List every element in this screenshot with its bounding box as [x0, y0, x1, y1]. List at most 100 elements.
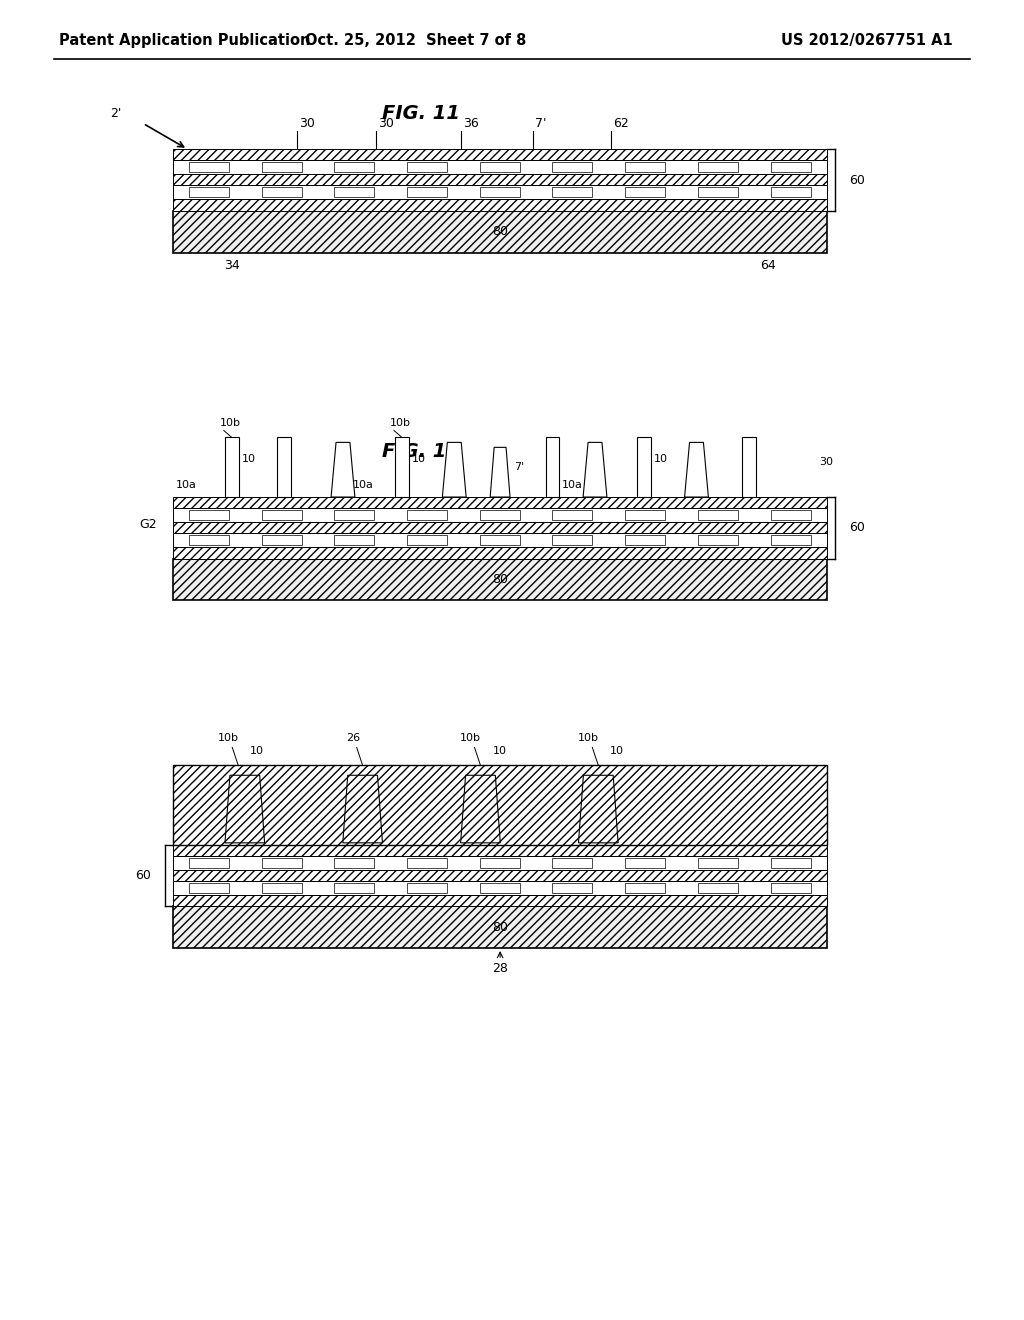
Text: 36: 36 — [463, 117, 478, 129]
Polygon shape — [583, 442, 607, 498]
Bar — [407, 162, 447, 172]
Text: 10: 10 — [412, 454, 426, 465]
Bar — [173, 880, 827, 895]
Bar — [173, 498, 827, 508]
Bar — [771, 510, 811, 520]
Text: 7': 7' — [535, 117, 547, 129]
Text: 14b: 14b — [594, 809, 614, 818]
Text: 10a: 10a — [176, 480, 197, 490]
Text: 10b: 10b — [460, 733, 481, 743]
Polygon shape — [343, 775, 382, 843]
Text: 10: 10 — [242, 454, 256, 465]
Bar — [188, 162, 228, 172]
Bar — [173, 199, 827, 211]
Bar — [479, 883, 520, 892]
Bar — [261, 162, 301, 172]
Polygon shape — [442, 442, 466, 498]
Bar — [771, 535, 811, 545]
Bar — [261, 883, 301, 892]
Bar — [173, 546, 827, 558]
Bar — [479, 187, 520, 197]
Bar — [334, 162, 374, 172]
Bar — [173, 160, 827, 174]
Bar — [188, 858, 228, 867]
Text: 14b: 14b — [358, 809, 379, 818]
Bar — [637, 437, 651, 498]
Text: G2: G2 — [139, 519, 157, 531]
Bar — [626, 858, 666, 867]
Bar — [173, 521, 827, 533]
Bar — [224, 437, 239, 498]
Text: 60: 60 — [849, 173, 865, 186]
Bar — [479, 510, 520, 520]
Bar — [553, 187, 593, 197]
Text: 2': 2' — [110, 107, 121, 120]
Bar — [626, 883, 666, 892]
Text: 80: 80 — [493, 921, 508, 933]
Bar — [553, 883, 593, 892]
Text: 10b: 10b — [218, 733, 239, 743]
Bar — [395, 437, 409, 498]
Text: US 2012/0267751 A1: US 2012/0267751 A1 — [781, 33, 953, 49]
Bar — [698, 535, 738, 545]
Bar — [173, 855, 827, 870]
Bar — [479, 535, 520, 545]
Bar — [173, 508, 827, 521]
Bar — [771, 187, 811, 197]
Text: 14b: 14b — [241, 809, 261, 818]
Bar — [553, 510, 593, 520]
Bar — [407, 883, 447, 892]
Text: 7': 7' — [514, 462, 524, 473]
Bar — [407, 510, 447, 520]
Polygon shape — [225, 775, 264, 843]
Text: 64: 64 — [760, 259, 776, 272]
Bar — [626, 510, 666, 520]
Text: 28: 28 — [493, 961, 508, 974]
Bar — [261, 187, 301, 197]
Polygon shape — [331, 442, 355, 498]
Bar — [698, 187, 738, 197]
Text: 10a: 10a — [562, 480, 583, 490]
Bar — [261, 858, 301, 867]
Bar — [698, 858, 738, 867]
Bar — [173, 174, 827, 185]
Bar — [553, 858, 593, 867]
Bar — [626, 535, 666, 545]
Bar — [334, 858, 374, 867]
Text: 10: 10 — [654, 454, 668, 465]
Bar — [407, 858, 447, 867]
Bar — [546, 437, 559, 498]
Polygon shape — [461, 775, 501, 843]
Bar — [173, 907, 827, 948]
Text: 60: 60 — [135, 869, 151, 882]
Bar — [553, 162, 593, 172]
Bar — [261, 510, 301, 520]
Bar — [407, 535, 447, 545]
Polygon shape — [490, 447, 510, 498]
Bar — [553, 535, 593, 545]
Text: 30: 30 — [819, 457, 834, 467]
Bar — [407, 187, 447, 197]
Bar — [188, 510, 228, 520]
Bar — [334, 510, 374, 520]
Bar — [479, 162, 520, 172]
Bar — [173, 870, 827, 880]
Bar — [626, 162, 666, 172]
Polygon shape — [685, 442, 709, 498]
Bar — [698, 510, 738, 520]
Bar — [173, 185, 827, 199]
Text: 10: 10 — [610, 746, 625, 756]
Bar — [334, 187, 374, 197]
Polygon shape — [579, 775, 618, 843]
Text: Patent Application Publication: Patent Application Publication — [58, 33, 310, 49]
Text: 80: 80 — [493, 573, 508, 586]
Bar — [334, 535, 374, 545]
Bar — [261, 535, 301, 545]
Text: 30: 30 — [378, 117, 393, 129]
Bar — [188, 883, 228, 892]
Text: Oct. 25, 2012  Sheet 7 of 8: Oct. 25, 2012 Sheet 7 of 8 — [305, 33, 526, 49]
Text: FIG. 12: FIG. 12 — [382, 442, 460, 461]
Bar — [173, 845, 827, 855]
Bar — [173, 895, 827, 907]
Text: 62: 62 — [613, 117, 629, 129]
